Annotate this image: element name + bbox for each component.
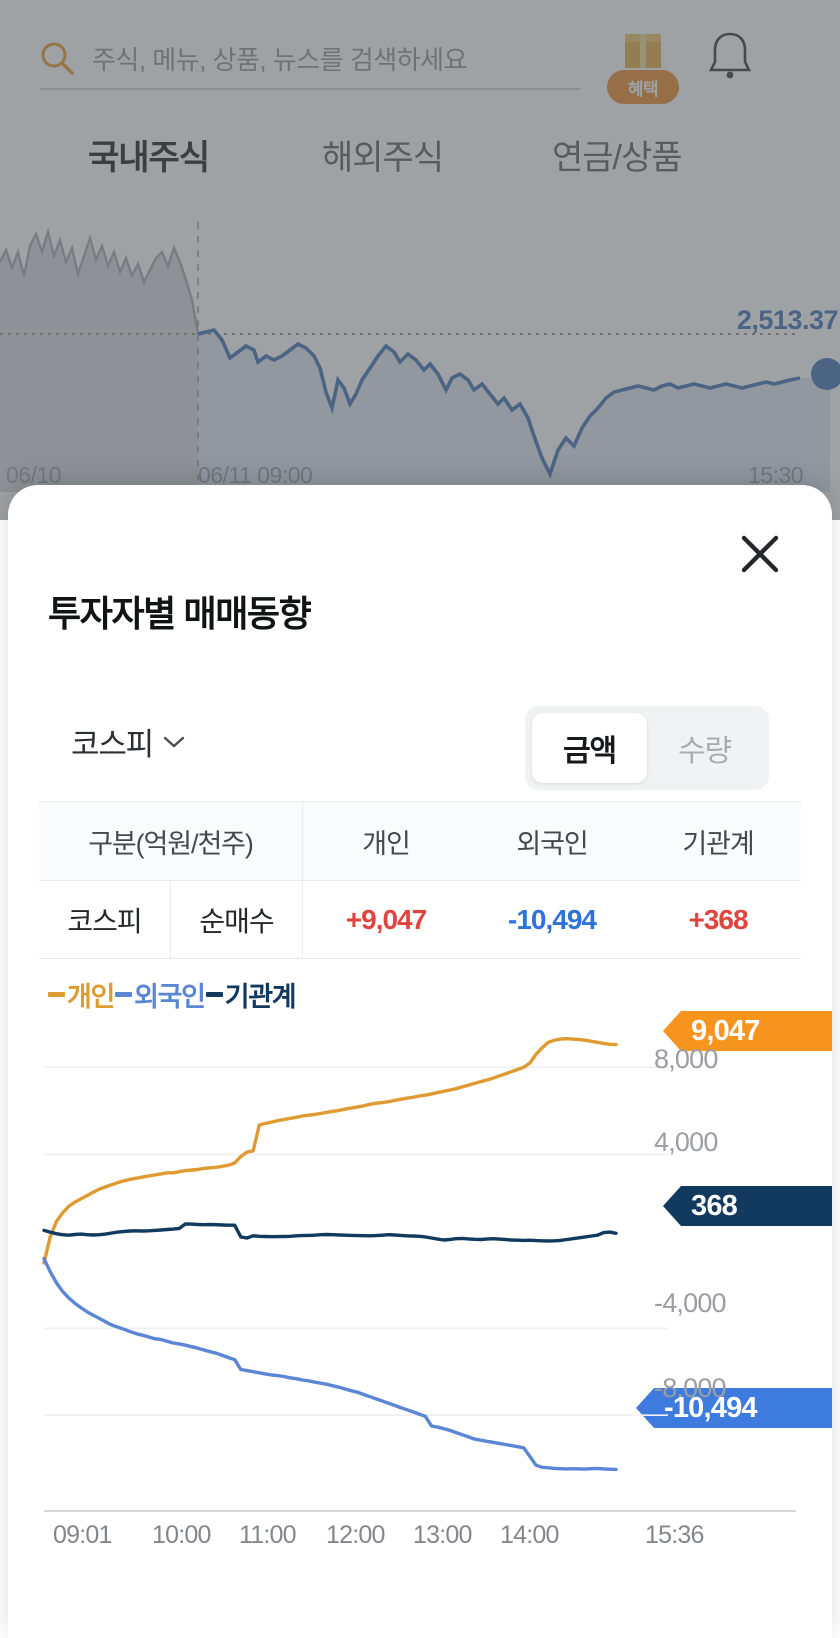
badge-individual: 9,047 xyxy=(663,1011,832,1051)
chart-plot-area xyxy=(42,1037,796,1512)
table-header-institution: 기관계 xyxy=(682,828,754,859)
table-cell-market: 코스피 xyxy=(39,881,171,958)
chart-line-외국인 xyxy=(42,1257,618,1472)
investor-trend-sheet: 투자자별 매매동향 코스피 금액 수량 구분(억원/천주) 개인 외국인 기관계… xyxy=(8,485,832,1638)
legend-dash-individual xyxy=(48,992,65,997)
unit-toggle-volume[interactable]: 수량 xyxy=(678,735,732,768)
badge-institution: 368 xyxy=(663,1186,832,1226)
table-cell-institution-value: +368 xyxy=(688,903,748,935)
table-header-row: 구분(억원/천주) 개인 외국인 기관계 xyxy=(39,801,801,881)
legend-item-individual[interactable]: 개인 xyxy=(48,975,115,1014)
x-tick-2: 11:00 xyxy=(239,1521,297,1549)
x-tick-0: 09:01 xyxy=(53,1521,112,1549)
chart-legend: 개인 외국인 기관계 xyxy=(48,975,297,1014)
market-dropdown[interactable]: 코스피 xyxy=(71,719,185,764)
x-tick-5: 14:00 xyxy=(500,1521,559,1549)
page-title: 투자자별 매매동향 xyxy=(48,593,312,634)
close-icon xyxy=(741,535,779,573)
chart-line-기관계 xyxy=(42,1222,618,1243)
legend-label-individual: 개인 xyxy=(67,982,115,1012)
table-header-category: 구분(억원/천주) xyxy=(39,802,303,880)
badge-foreign: -10,494 xyxy=(636,1388,832,1428)
badge-foreign-value: -10,494 xyxy=(664,1391,758,1424)
controls-row: 코스피 금액 수량 xyxy=(8,703,832,793)
chevron-down-icon xyxy=(163,736,185,748)
legend-label-foreign: 외국인 xyxy=(134,982,206,1012)
x-tick-1: 10:00 xyxy=(152,1521,211,1549)
investor-table: 구분(억원/천주) 개인 외국인 기관계 코스피 순매수 +9,047 -10,… xyxy=(39,801,801,959)
badge-institution-value: 368 xyxy=(691,1189,738,1222)
modal-overlay[interactable] xyxy=(0,0,840,520)
unit-toggle: 금액 수량 xyxy=(525,706,769,790)
y-tick-minus4000: -4,000 xyxy=(654,1288,727,1318)
x-tick-6: 15:36 xyxy=(645,1521,704,1549)
legend-item-institution[interactable]: 기관계 xyxy=(205,975,297,1014)
y-tick-4000: 4,000 xyxy=(654,1127,718,1157)
table-cell-individual-value: +9,047 xyxy=(345,903,427,935)
badge-individual-value: 9,047 xyxy=(691,1014,760,1047)
chart-x-axis: 09:01 10:00 11:00 12:00 13:00 14:00 15:3… xyxy=(8,1513,832,1573)
legend-label-institution: 기관계 xyxy=(224,982,297,1012)
chart-line-개인 xyxy=(42,1037,618,1265)
investor-trend-chart: 개인 외국인 기관계 8,000 4,000 -4,000 -8,000 9,0… xyxy=(8,961,832,1581)
table-cell-foreign-value: -10,494 xyxy=(508,903,597,935)
legend-dash-foreign xyxy=(115,992,133,997)
unit-toggle-amount[interactable]: 금액 xyxy=(532,713,647,783)
x-tick-3: 12:00 xyxy=(326,1521,385,1549)
table-row: 코스피 순매수 +9,047 -10,494 +368 xyxy=(39,881,801,959)
table-header-individual: 개인 xyxy=(362,828,411,859)
legend-dash-institution xyxy=(205,992,223,997)
market-dropdown-label: 코스피 xyxy=(71,727,154,762)
close-button[interactable] xyxy=(736,530,784,578)
y-tick-8000: 8,000 xyxy=(654,1044,718,1074)
table-header-foreign: 외국인 xyxy=(516,828,588,859)
y-tick-minus8000: -8,000 xyxy=(654,1373,727,1403)
table-cell-tradetype: 순매수 xyxy=(171,881,303,958)
legend-item-foreign[interactable]: 외국인 xyxy=(115,975,206,1014)
x-tick-4: 13:00 xyxy=(413,1521,472,1549)
